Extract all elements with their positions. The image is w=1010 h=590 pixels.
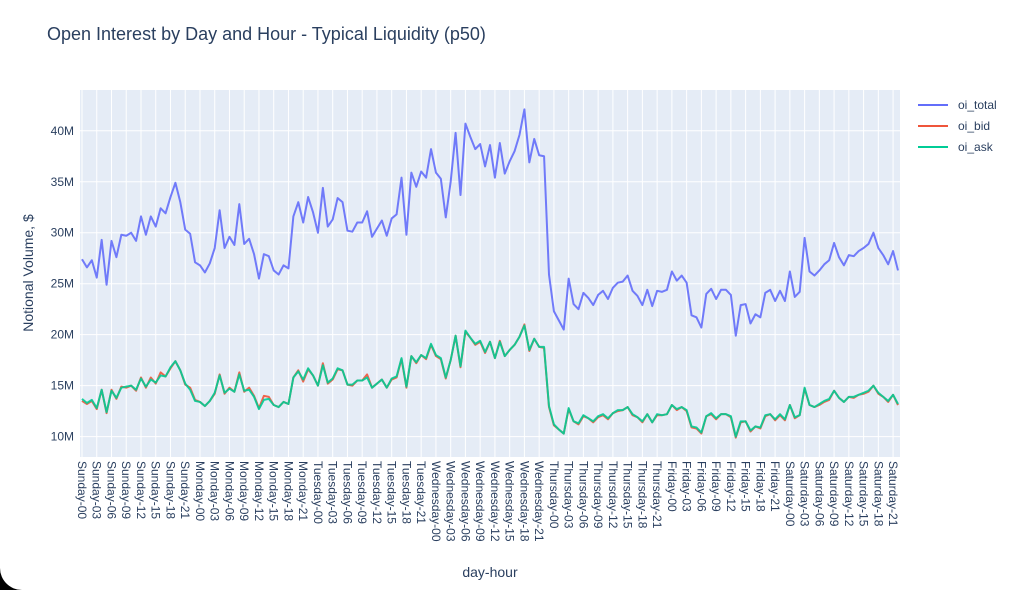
x-tick-label: Wednesday-09 (473, 461, 487, 542)
x-tick-label: Monday-15 (267, 461, 281, 521)
x-tick-label: Friday-21 (768, 461, 782, 512)
x-tick-label: Thursday-15 (621, 461, 635, 529)
x-tick-label: Thursday-21 (650, 461, 664, 529)
x-tick-label: Sunday-03 (90, 461, 104, 519)
y-axis-ticks: 10M 15M 20M 25M 30M 35M 40M (51, 124, 74, 444)
x-tick-label: Wednesday-18 (517, 461, 531, 542)
x-tick-label: Wednesday-06 (458, 461, 472, 542)
x-tick-label: Monday-06 (222, 461, 236, 521)
legend-label: oi_total (958, 98, 997, 112)
series-line-oi_total[interactable] (81, 108, 899, 337)
x-tick-label: Friday-15 (739, 461, 753, 512)
x-tick-label: Wednesday-21 (532, 461, 546, 542)
x-tick-label: Monday-00 (193, 461, 207, 521)
legend-label: oi_ask (958, 140, 994, 154)
x-tick-label: Saturday-03 (798, 461, 812, 527)
x-tick-label: Sunday-06 (104, 461, 118, 519)
x-tick-label: Wednesday-00 (429, 461, 443, 542)
y-tick-label: 15M (51, 379, 74, 393)
x-tick-label: Thursday-00 (547, 461, 561, 529)
y-tick-label: 10M (51, 430, 74, 444)
legend[interactable]: oi_total oi_bid oi_ask (918, 98, 997, 154)
x-axis-ticks: Sunday-00 Sunday-03 Sunday-06 Sunday-09 Sund… (75, 461, 900, 542)
x-tick-label: Saturday-12 (842, 461, 856, 527)
x-tick-label: Tuesday-03 (326, 461, 340, 524)
x-tick-label: Saturday-21 (886, 461, 900, 527)
legend-item-oi_ask[interactable]: oi_ask (918, 140, 994, 154)
x-tick-label: Tuesday-06 (340, 461, 354, 524)
x-tick-label: Saturday-09 (827, 461, 841, 527)
x-tick-label: Wednesday-12 (488, 461, 502, 542)
x-tick-label: Thursday-03 (562, 461, 576, 529)
x-tick-label: Monday-18 (281, 461, 295, 521)
x-tick-label: Tuesday-00 (311, 461, 325, 524)
x-tick-label: Tuesday-21 (414, 461, 428, 524)
y-tick-label: 25M (51, 277, 74, 291)
gridlines (80, 90, 900, 457)
series-layer (81, 108, 899, 439)
x-tick-label: Friday-00 (665, 461, 679, 512)
series-line-oi_ask[interactable] (81, 324, 899, 438)
y-tick-label: 20M (51, 328, 74, 342)
y-tick-label: 40M (51, 124, 74, 138)
legend-label: oi_bid (958, 119, 990, 133)
x-tick-label: Sunday-15 (149, 461, 163, 519)
x-tick-label: Sunday-00 (75, 461, 89, 519)
x-tick-label: Sunday-09 (119, 461, 133, 519)
x-tick-label: Friday-09 (709, 461, 723, 512)
x-tick-label: Monday-12 (252, 461, 266, 521)
x-tick-label: Thursday-12 (606, 461, 620, 529)
chart-title: Open Interest by Day and Hour - Typical … (47, 24, 486, 44)
x-tick-label: Saturday-18 (871, 461, 885, 527)
x-tick-label: Sunday-21 (178, 461, 192, 519)
x-tick-label: Monday-03 (208, 461, 222, 521)
y-tick-label: 30M (51, 226, 74, 240)
x-tick-label: Friday-12 (724, 461, 738, 512)
x-tick-label: Saturday-00 (783, 461, 797, 527)
x-tick-label: Thursday-09 (591, 461, 605, 529)
legend-item-oi_total[interactable]: oi_total (918, 98, 997, 112)
x-tick-label: Thursday-18 (635, 461, 649, 529)
x-axis-title: day-hour (462, 564, 518, 580)
x-tick-label: Monday-21 (296, 461, 310, 521)
x-tick-label: Saturday-06 (812, 461, 826, 527)
legend-item-oi_bid[interactable]: oi_bid (918, 119, 990, 133)
x-tick-label: Tuesday-09 (355, 461, 369, 524)
x-tick-label: Friday-18 (753, 461, 767, 512)
x-tick-label: Friday-03 (680, 461, 694, 512)
x-tick-label: Tuesday-18 (399, 461, 413, 524)
x-tick-label: Sunday-12 (134, 461, 148, 519)
x-tick-label: Saturday-15 (857, 461, 871, 527)
y-tick-label: 35M (51, 175, 74, 189)
x-tick-label: Thursday-06 (576, 461, 590, 529)
x-tick-label: Tuesday-15 (385, 461, 399, 524)
x-tick-label: Sunday-18 (163, 461, 177, 519)
x-tick-label: Wednesday-15 (503, 461, 517, 542)
x-tick-label: Wednesday-03 (444, 461, 458, 542)
x-tick-label: Monday-09 (237, 461, 251, 521)
y-axis-title: Notional Volume, $ (20, 214, 36, 332)
x-tick-label: Friday-06 (694, 461, 708, 512)
x-tick-label: Tuesday-12 (370, 461, 384, 524)
